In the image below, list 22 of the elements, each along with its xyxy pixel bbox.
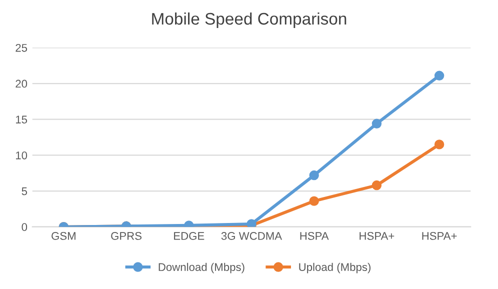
point (372, 180, 382, 190)
x-tick-label: GSM (52, 232, 76, 240)
chart-title: Mobile Speed Comparison (152, 12, 346, 28)
y-tick-label: 15 (16, 116, 28, 124)
legend-label: Download (Mbps) (158, 262, 244, 274)
y-tick-label: 25 (16, 44, 28, 52)
point (309, 196, 319, 206)
x-tick-label: HSPA+ (360, 232, 394, 240)
point (434, 70, 444, 80)
y-tick-label: 5 (22, 187, 28, 196)
point (309, 170, 319, 180)
legend-label: Upload (Mbps) (299, 262, 370, 274)
x-tick-label: GPRS (111, 232, 142, 240)
y-tick-label: 0 (22, 223, 28, 231)
x-tick-label: HSPA (300, 232, 329, 240)
point (372, 118, 382, 129)
point (434, 140, 444, 150)
y-tick-label: 20 (16, 80, 28, 88)
x-tick-label: HSPA+ (422, 232, 457, 240)
x-tick-label: 3G WCDMA (221, 232, 282, 240)
y-tick-label: 10 (16, 151, 28, 160)
x-tick-label: EDGE (174, 232, 204, 240)
